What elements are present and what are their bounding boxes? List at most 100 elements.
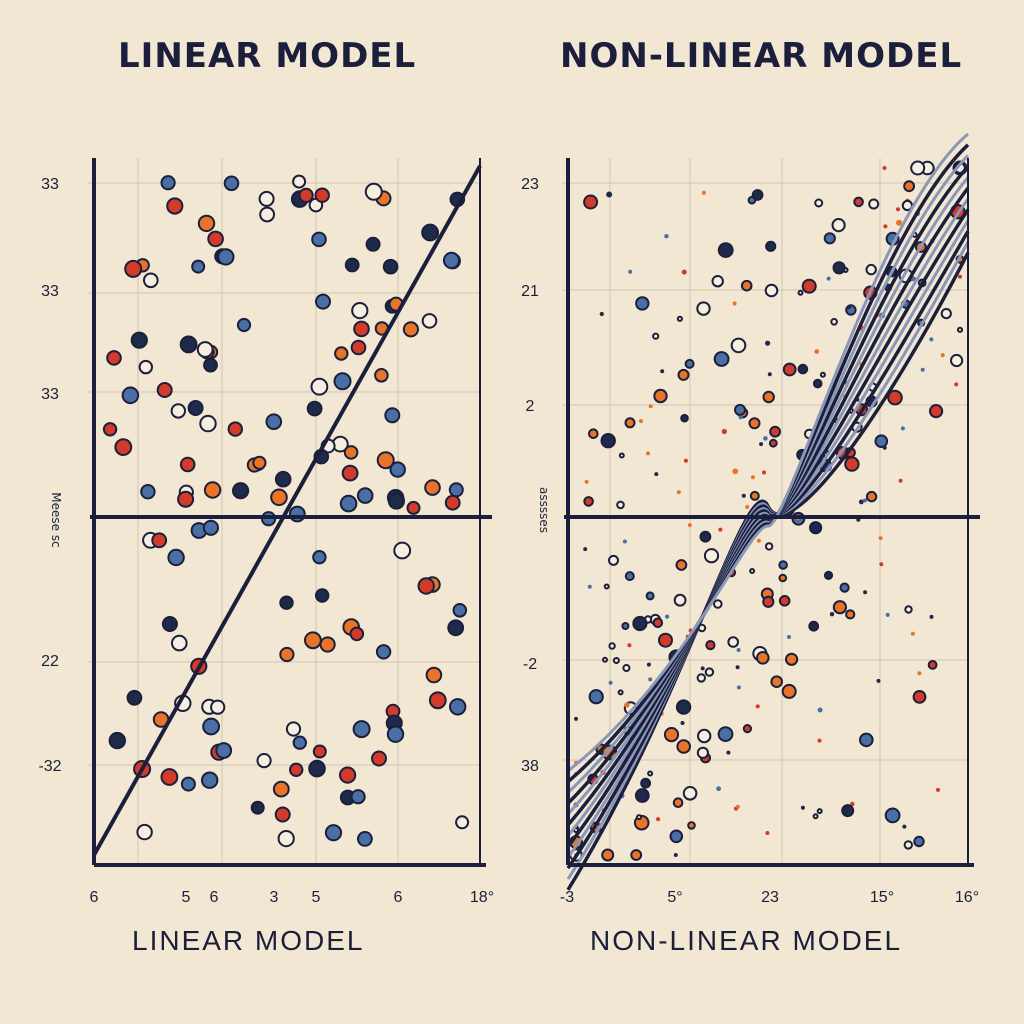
data-point	[179, 456, 196, 473]
data-point	[868, 198, 880, 210]
data-point	[279, 646, 295, 663]
data-point	[298, 187, 314, 203]
data-point	[676, 490, 681, 495]
data-point	[333, 372, 352, 391]
data-point	[583, 496, 594, 507]
data-point	[114, 438, 133, 457]
data-point	[902, 824, 907, 829]
x-tick-label: 6	[90, 889, 99, 906]
data-point	[839, 582, 850, 593]
data-point	[896, 219, 902, 226]
data-point	[675, 699, 692, 715]
data-point	[853, 196, 864, 208]
data-point	[884, 807, 901, 824]
right-chart-title: NON-LINEAR MODEL	[560, 36, 963, 76]
data-point	[634, 788, 650, 803]
data-point	[734, 403, 746, 416]
data-point	[762, 390, 775, 404]
data-point	[697, 728, 712, 744]
data-point	[683, 458, 688, 463]
data-point	[767, 372, 772, 377]
data-point	[600, 433, 616, 449]
data-point	[726, 750, 731, 755]
data-point	[809, 521, 823, 535]
data-point	[672, 797, 684, 809]
data-point	[425, 666, 443, 684]
data-point	[764, 542, 774, 551]
data-point	[364, 182, 383, 201]
nonlinear-plot: 23 21 2 -2 38 -3 5° 23 15° 16° asssses	[521, 132, 980, 906]
data-point	[648, 404, 653, 409]
data-point	[716, 786, 721, 792]
data-point	[785, 652, 799, 666]
data-point	[732, 468, 739, 475]
data-point	[421, 313, 438, 329]
data-point	[339, 494, 358, 513]
data-point	[735, 804, 740, 809]
data-point	[658, 632, 673, 648]
data-point	[406, 500, 421, 515]
data-point	[741, 493, 746, 498]
data-point	[304, 631, 322, 650]
y-tick-label: 2	[526, 398, 535, 415]
data-point	[680, 721, 685, 725]
data-point	[627, 643, 632, 648]
data-point	[588, 689, 604, 705]
data-point	[444, 494, 461, 511]
data-point	[622, 539, 627, 544]
data-point	[656, 817, 661, 822]
data-point	[844, 456, 860, 472]
data-point	[896, 207, 900, 212]
data-point	[449, 698, 467, 716]
data-point	[859, 732, 874, 748]
data-point	[751, 189, 764, 201]
data-point	[588, 428, 599, 440]
data-point	[616, 500, 625, 510]
x-tick-label: -3	[560, 889, 574, 906]
data-point	[292, 174, 307, 189]
data-point	[161, 616, 178, 632]
data-point	[764, 283, 779, 298]
data-point	[201, 771, 219, 789]
data-point	[681, 269, 687, 275]
data-point	[452, 603, 468, 618]
x-tick-label: 16°	[955, 889, 979, 906]
data-point	[421, 223, 440, 242]
data-point	[312, 550, 327, 565]
data-point	[755, 704, 760, 709]
data-point	[334, 346, 349, 361]
data-point	[682, 786, 698, 801]
data-point	[850, 801, 855, 807]
data-point	[374, 368, 389, 383]
data-point	[315, 588, 330, 603]
data-point	[210, 699, 226, 715]
data-point	[816, 808, 823, 815]
data-point	[749, 568, 756, 574]
data-point	[622, 664, 631, 672]
data-point	[259, 206, 276, 223]
data-point	[130, 331, 148, 349]
data-point	[646, 662, 651, 667]
data-point	[602, 656, 608, 663]
data-point	[187, 400, 204, 416]
data-point	[170, 403, 187, 419]
data-point	[624, 571, 635, 582]
x-tick-label: 6	[394, 889, 403, 906]
data-point	[171, 634, 188, 652]
data-point	[324, 824, 343, 842]
data-point	[673, 853, 678, 857]
data-point	[393, 541, 412, 560]
data-point	[608, 642, 616, 650]
data-point	[455, 815, 470, 830]
y-tick-label: -32	[38, 758, 61, 775]
data-point	[621, 622, 630, 630]
y-tick-label: 33	[41, 283, 59, 300]
data-point	[314, 187, 330, 203]
x-tick-label: 3	[270, 889, 279, 906]
y-axis-label: Meese sc	[49, 492, 63, 547]
data-point	[665, 614, 670, 619]
data-point	[236, 317, 252, 333]
data-point	[202, 717, 221, 736]
y-axis-label: asssses	[537, 487, 551, 533]
data-point	[315, 293, 331, 310]
